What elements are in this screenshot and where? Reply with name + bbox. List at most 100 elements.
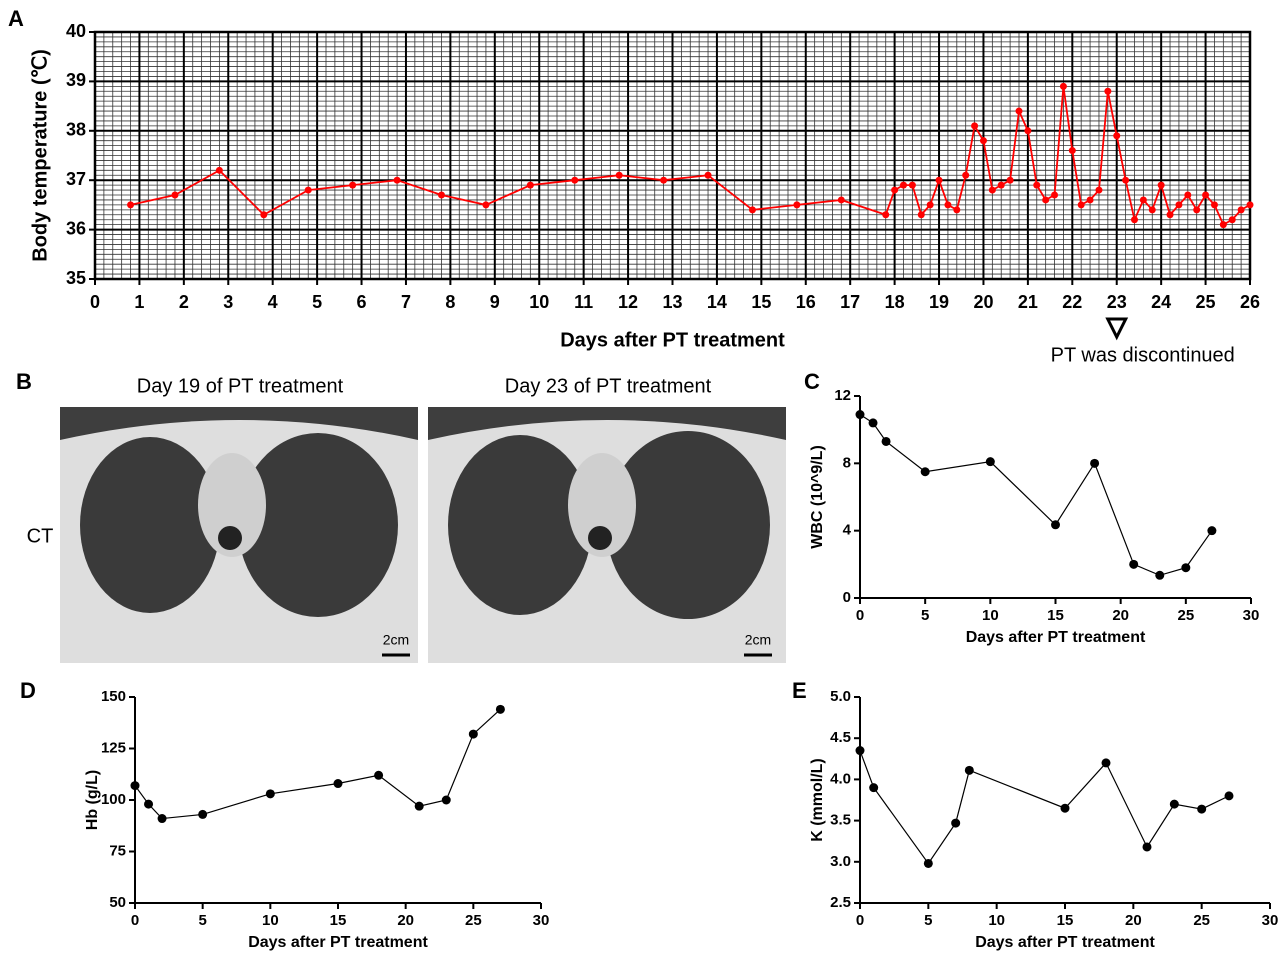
y-axis-title: WBC (10^9/L) bbox=[809, 445, 826, 549]
data-point bbox=[1095, 187, 1102, 194]
x-axis-title: Days after PT treatment bbox=[248, 934, 428, 951]
x-tick-label: 30 bbox=[1262, 912, 1279, 929]
x-tick-label: 24 bbox=[1151, 292, 1171, 312]
y-tick-label: 50 bbox=[109, 894, 126, 911]
data-point bbox=[1175, 201, 1182, 208]
x-tick-label: 0 bbox=[856, 912, 864, 929]
data-point bbox=[1129, 560, 1138, 569]
data-point bbox=[989, 187, 996, 194]
x-axis-title: Days after PT treatment bbox=[975, 934, 1155, 951]
x-tick-label: 18 bbox=[885, 292, 905, 312]
y-axis-title: Body temperature (℃) bbox=[29, 49, 51, 262]
x-tick-label: 8 bbox=[445, 292, 455, 312]
data-point bbox=[1225, 791, 1234, 800]
x-tick-label: 7 bbox=[401, 292, 411, 312]
x-tick-label: 0 bbox=[856, 607, 864, 624]
x-tick-label: 10 bbox=[988, 912, 1005, 929]
data-point bbox=[1051, 520, 1060, 529]
x-tick-label: 13 bbox=[662, 292, 682, 312]
data-point bbox=[171, 192, 178, 199]
data-point bbox=[882, 437, 891, 446]
data-point bbox=[1220, 221, 1227, 228]
x-tick-label: 26 bbox=[1240, 292, 1260, 312]
x-tick-label: 14 bbox=[707, 292, 727, 312]
x-tick-label: 5 bbox=[312, 292, 322, 312]
x-axis-title: Days after PT treatment bbox=[560, 329, 785, 351]
data-point bbox=[1024, 127, 1031, 134]
data-point bbox=[660, 177, 667, 184]
y-tick-label: 75 bbox=[109, 842, 126, 859]
data-point bbox=[1131, 216, 1138, 223]
x-tick-label: 15 bbox=[1057, 912, 1074, 929]
data-point bbox=[1007, 177, 1014, 184]
x-tick-label: 16 bbox=[796, 292, 816, 312]
data-point bbox=[527, 182, 534, 189]
data-point bbox=[705, 172, 712, 179]
y-tick-label: 4.0 bbox=[830, 770, 851, 787]
data-point bbox=[1060, 83, 1067, 90]
data-point bbox=[749, 206, 756, 213]
image-title: Day 23 of PT treatment bbox=[505, 375, 712, 397]
data-point bbox=[1140, 196, 1147, 203]
y-tick-label: 2.5 bbox=[830, 894, 851, 911]
y-tick-label: 37 bbox=[66, 169, 86, 189]
y-tick-label: 39 bbox=[66, 70, 86, 90]
x-tick-label: 5 bbox=[198, 912, 206, 929]
row-label: CT bbox=[27, 525, 54, 547]
x-tick-label: 4 bbox=[268, 292, 278, 312]
y-tick-label: 36 bbox=[66, 218, 86, 238]
data-point bbox=[971, 122, 978, 129]
data-point bbox=[1193, 206, 1200, 213]
data-point bbox=[144, 800, 153, 809]
data-point bbox=[1238, 206, 1245, 213]
y-tick-label: 4.5 bbox=[830, 729, 851, 746]
data-point bbox=[496, 705, 505, 714]
data-point bbox=[793, 201, 800, 208]
x-tick-label: 23 bbox=[1107, 292, 1127, 312]
y-tick-label: 125 bbox=[101, 739, 126, 756]
x-tick-label: 0 bbox=[90, 292, 100, 312]
x-tick-label: 15 bbox=[751, 292, 771, 312]
panel-label: D bbox=[20, 678, 36, 703]
annotation-text: PT was discontinued bbox=[1051, 344, 1235, 366]
data-point bbox=[482, 201, 489, 208]
data-point bbox=[1087, 196, 1094, 203]
x-tick-label: 11 bbox=[574, 292, 593, 312]
x-tick-label: 17 bbox=[840, 292, 860, 312]
data-point bbox=[127, 201, 134, 208]
panel-label: A bbox=[8, 6, 24, 31]
data-point bbox=[1033, 182, 1040, 189]
y-axis-title: Hb (g/L) bbox=[84, 770, 101, 830]
x-tick-label: 10 bbox=[262, 912, 279, 929]
data-point bbox=[334, 779, 343, 788]
data-point bbox=[1181, 563, 1190, 572]
x-tick-label: 20 bbox=[1112, 607, 1129, 624]
image-title: Day 19 of PT treatment bbox=[137, 375, 344, 397]
data-point bbox=[980, 137, 987, 144]
data-point bbox=[998, 182, 1005, 189]
y-tick-label: 0 bbox=[843, 589, 851, 606]
x-tick-label: 25 bbox=[1196, 292, 1216, 312]
data-point bbox=[953, 206, 960, 213]
data-point bbox=[1211, 201, 1218, 208]
data-point bbox=[394, 177, 401, 184]
panel-label: E bbox=[792, 678, 807, 703]
data-point bbox=[305, 187, 312, 194]
data-point bbox=[1155, 571, 1164, 580]
y-tick-label: 150 bbox=[101, 688, 126, 705]
data-point bbox=[927, 201, 934, 208]
y-tick-label: 8 bbox=[843, 454, 851, 471]
data-point bbox=[921, 467, 930, 476]
data-point bbox=[1247, 201, 1254, 208]
data-point bbox=[1170, 800, 1179, 809]
data-point bbox=[571, 177, 578, 184]
x-tick-label: 15 bbox=[1047, 607, 1064, 624]
data-point bbox=[1042, 196, 1049, 203]
data-point bbox=[944, 201, 951, 208]
data-point bbox=[131, 781, 140, 790]
x-tick-label: 20 bbox=[1125, 912, 1142, 929]
x-tick-label: 25 bbox=[1177, 607, 1194, 624]
x-tick-label: 3 bbox=[223, 292, 233, 312]
x-tick-label: 30 bbox=[1243, 607, 1260, 624]
x-tick-label: 6 bbox=[357, 292, 367, 312]
